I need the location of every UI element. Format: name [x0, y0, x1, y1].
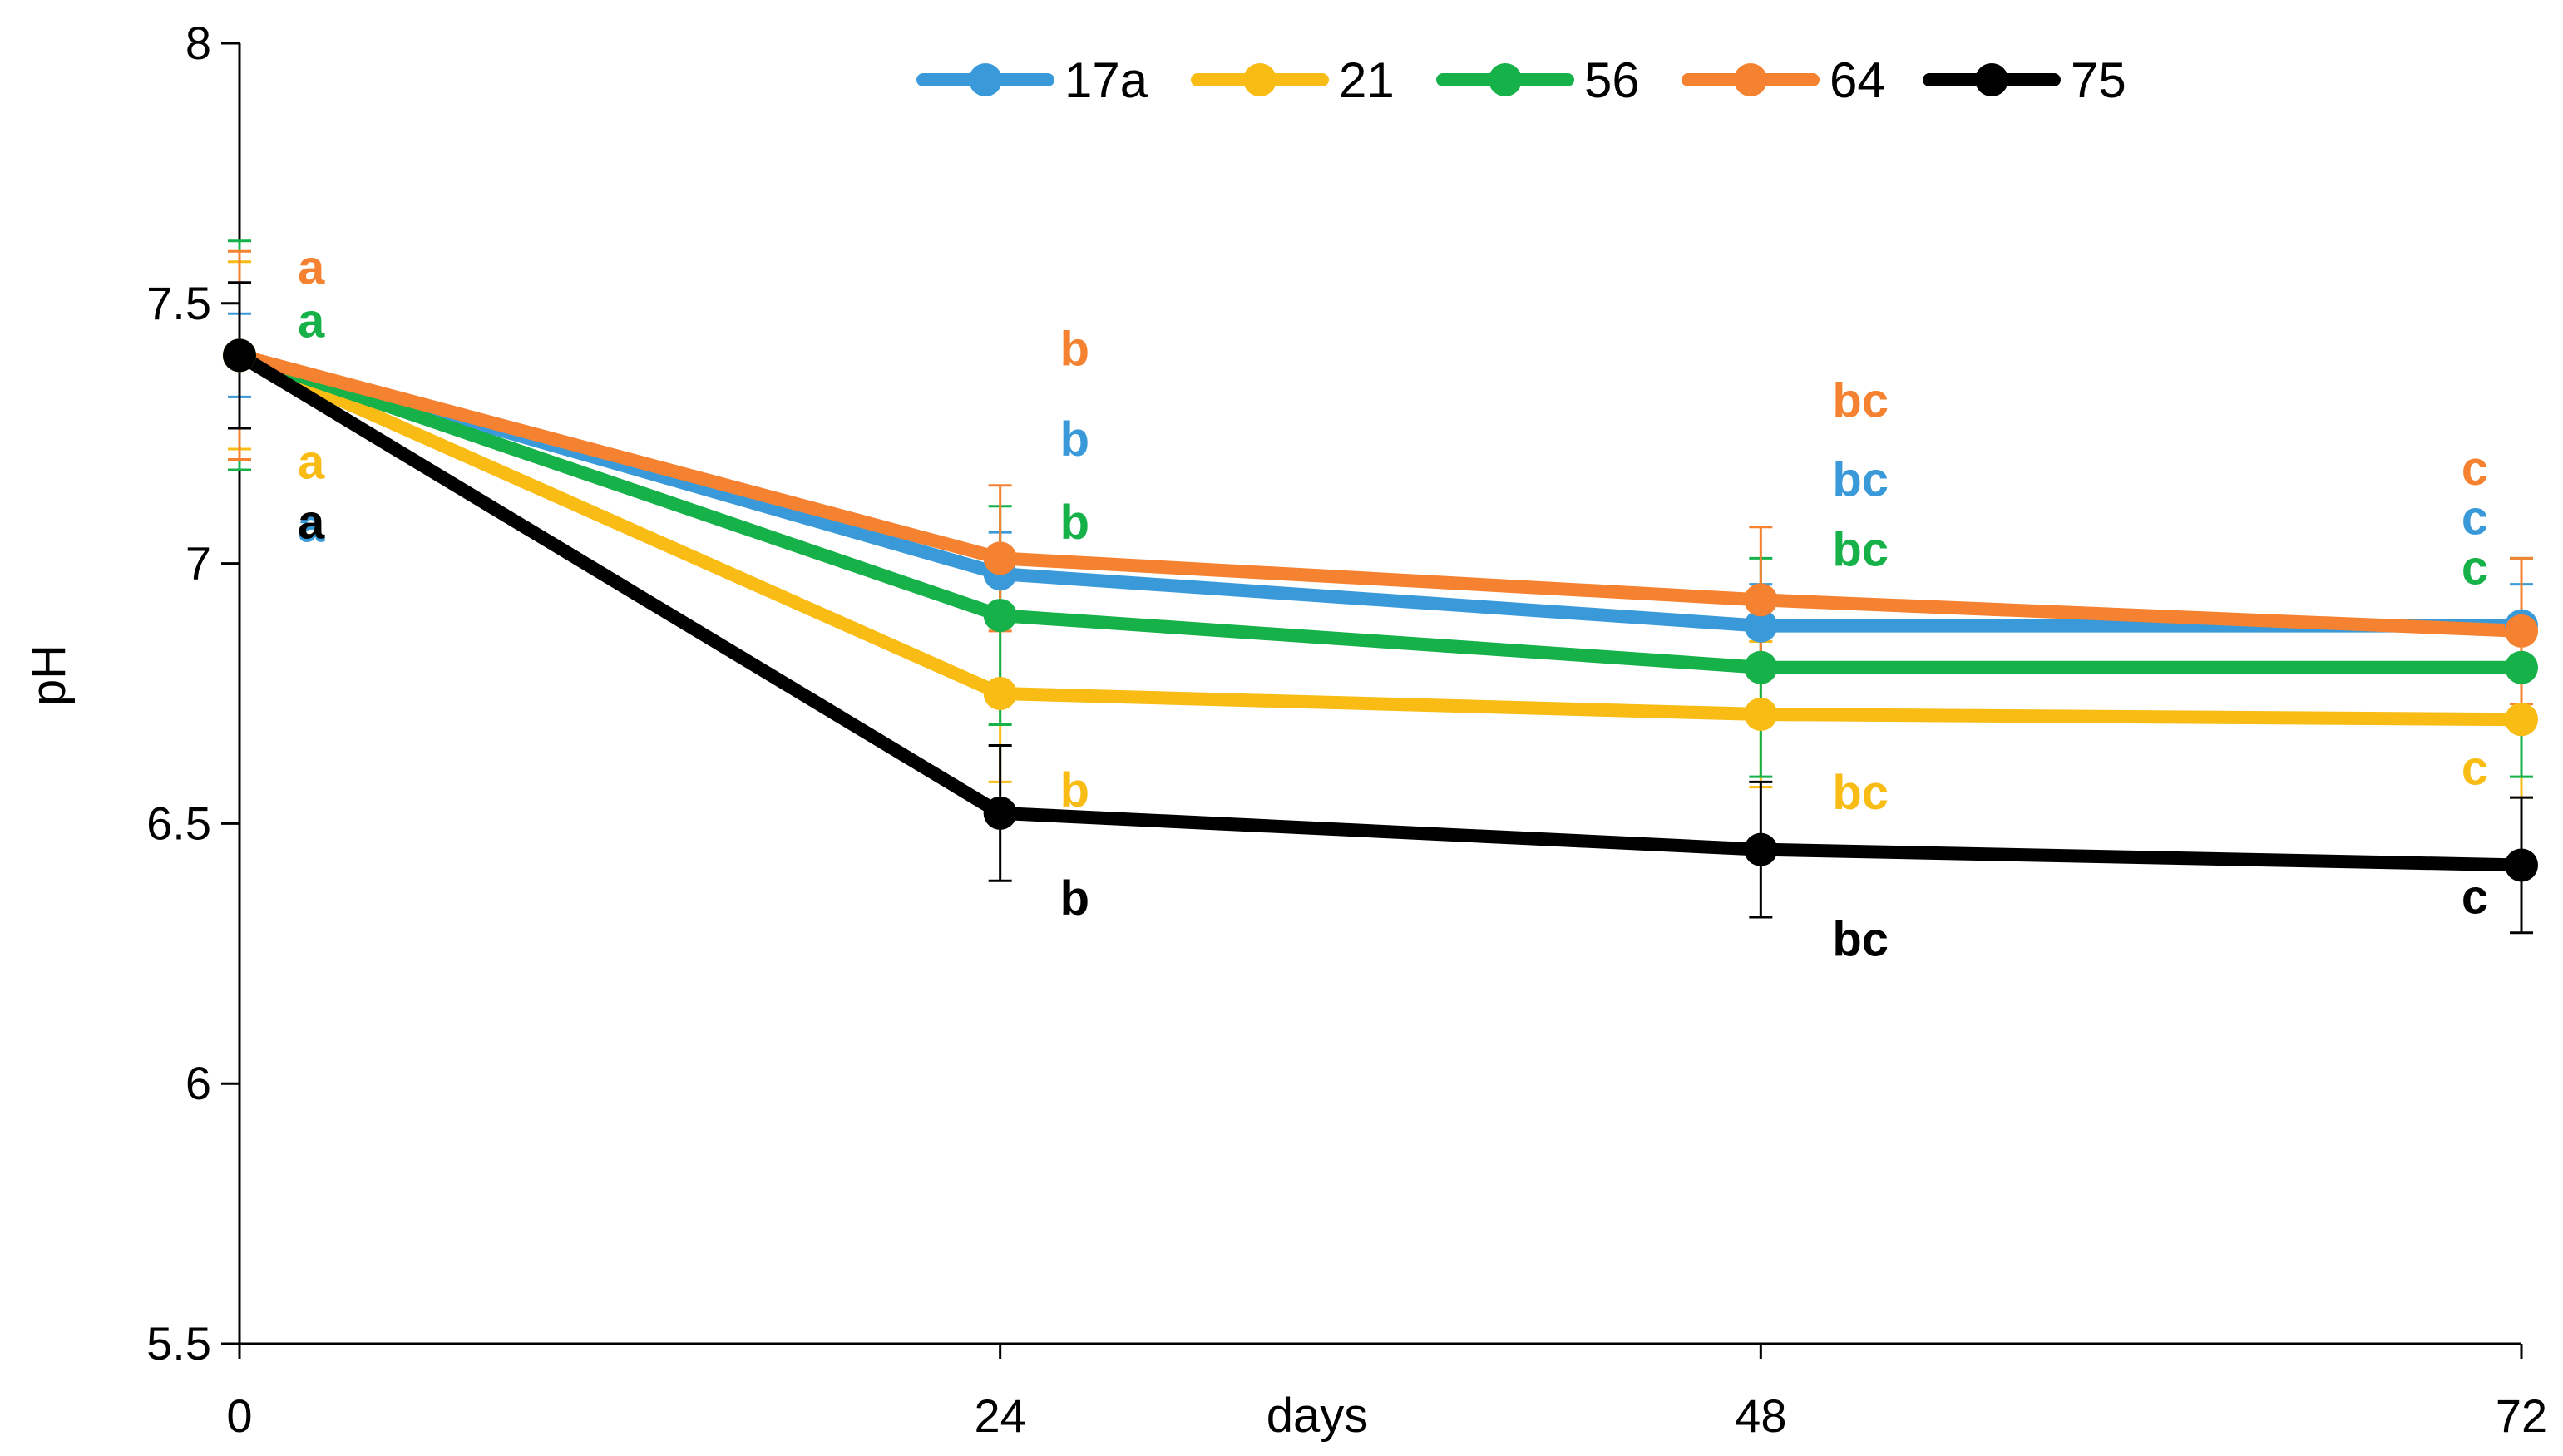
y-tick-label: 8 — [185, 17, 211, 69]
data-point-64 — [2505, 614, 2538, 648]
y-tick-label: 7 — [185, 537, 211, 590]
x-axis-title: days — [1267, 1389, 1369, 1443]
data-point-17a — [1744, 609, 1778, 643]
legend-swatch-marker-21 — [1243, 63, 1277, 96]
data-point-64 — [983, 541, 1017, 575]
y-axis-title: pH — [22, 644, 76, 706]
series-line-64 — [233, 348, 2528, 638]
significance-label-17a: bc — [1832, 453, 1889, 507]
significance-label-21: c — [2462, 741, 2488, 795]
significance-label-75: bc — [1832, 913, 1889, 967]
significance-label-64: b — [1060, 322, 1089, 376]
x-tick-label: 72 — [2496, 1389, 2547, 1442]
legend-label-56: 56 — [1584, 52, 1640, 108]
legend-swatch-marker-75 — [1975, 63, 2008, 96]
significance-label-64: bc — [1832, 373, 1889, 427]
significance-label-64: a — [298, 240, 325, 294]
data-point-75 — [1744, 832, 1778, 866]
axes: 5.5 6 6.5 7 7.5 8 0 24 48 72 — [146, 17, 2547, 1442]
significance-label-56: b — [1060, 496, 1089, 550]
significance-label-75: c — [2462, 870, 2488, 924]
series-line-21 — [233, 348, 2528, 727]
data-point-75 — [983, 796, 1017, 830]
legend-label-21: 21 — [1339, 52, 1395, 108]
significance-label-17a: a — [298, 498, 325, 552]
legend: 17a 21 56 64 75 — [916, 52, 2126, 108]
significance-label-21: b — [1060, 763, 1089, 817]
y-tick-label: 6.5 — [146, 797, 211, 849]
x-tick-label: 0 — [226, 1389, 252, 1442]
y-tick-label: 5.5 — [146, 1317, 211, 1370]
data-point-21 — [1744, 698, 1778, 732]
y-tick-label: 7.5 — [146, 277, 211, 329]
significance-label-21: a — [298, 435, 325, 489]
legend-label-75: 75 — [2071, 52, 2126, 108]
data-point-56 — [2505, 650, 2538, 684]
significance-label-17a: c — [2462, 491, 2488, 545]
y-tick-label: 6 — [185, 1057, 211, 1109]
data-point-75 — [2505, 848, 2538, 882]
series-line-75 — [233, 348, 2528, 872]
significance-label-17a: b — [1060, 412, 1089, 466]
significance-label-56: c — [2462, 541, 2488, 595]
significance-label-56: bc — [1832, 523, 1889, 577]
x-tick-label: 24 — [975, 1389, 1026, 1442]
data-point-56 — [983, 599, 1017, 633]
series-line-17a — [233, 348, 2528, 633]
significance-label-21: bc — [1832, 766, 1889, 820]
legend-swatch-marker-64 — [1734, 63, 1767, 96]
legend-label-17a: 17a — [1064, 52, 1148, 108]
data-point-21 — [983, 677, 1017, 710]
significance-label-75: a — [298, 495, 325, 549]
legend-swatch-marker-56 — [1489, 63, 1522, 96]
significance-label-64: c — [2462, 442, 2488, 496]
data-points — [223, 338, 2538, 882]
data-point-64 — [1744, 583, 1778, 617]
data-point-56 — [1744, 650, 1778, 684]
data-point-21 — [2505, 703, 2538, 737]
data-point-75 — [223, 338, 256, 373]
series-line-56 — [233, 348, 2528, 674]
significance-label-56: a — [298, 294, 325, 348]
series-lines — [233, 348, 2528, 872]
legend-swatch-marker-17a — [969, 63, 1002, 96]
significance-label-75: b — [1060, 871, 1089, 925]
legend-label-64: 64 — [1830, 52, 1885, 108]
x-tick-label: 48 — [1735, 1389, 1786, 1442]
